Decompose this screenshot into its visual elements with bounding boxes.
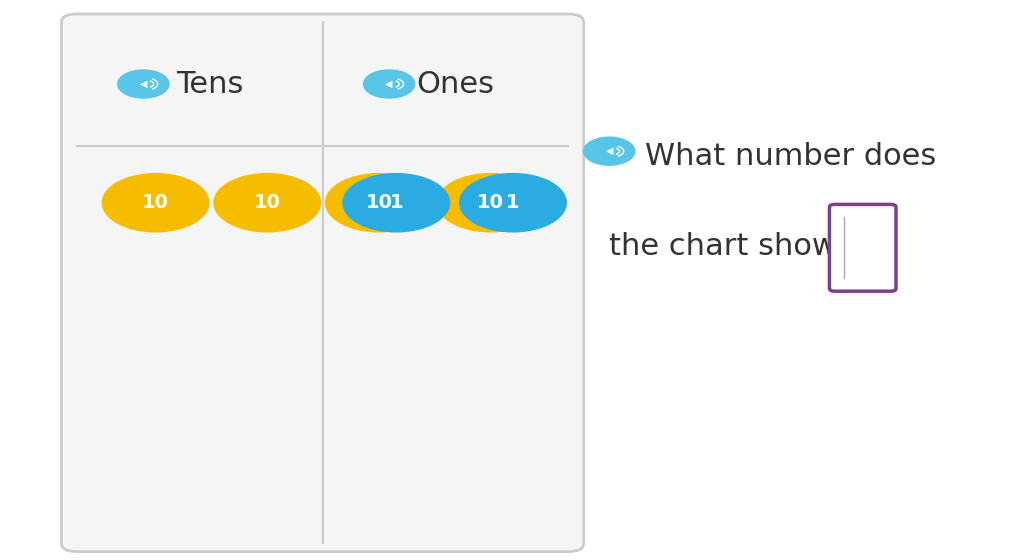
Circle shape (343, 174, 450, 232)
Text: ◀: ◀ (385, 79, 393, 89)
Circle shape (364, 70, 415, 98)
Circle shape (437, 174, 544, 232)
Circle shape (460, 174, 566, 232)
Text: 1: 1 (506, 193, 520, 212)
Text: 10: 10 (142, 193, 169, 212)
Text: Tens: Tens (176, 69, 244, 99)
FancyBboxPatch shape (61, 14, 584, 552)
FancyBboxPatch shape (829, 204, 896, 291)
Text: 1: 1 (389, 193, 403, 212)
Circle shape (214, 174, 321, 232)
Text: ◀: ◀ (605, 146, 613, 156)
Circle shape (102, 174, 209, 232)
Text: Ones: Ones (417, 69, 495, 99)
Text: ◀: ◀ (139, 79, 147, 89)
Circle shape (326, 174, 432, 232)
Text: 10: 10 (477, 193, 504, 212)
Circle shape (118, 70, 169, 98)
Text: What number does: What number does (645, 142, 936, 171)
Text: 10: 10 (366, 193, 392, 212)
Text: the chart show?: the chart show? (609, 232, 853, 261)
Circle shape (584, 137, 635, 165)
Text: 10: 10 (254, 193, 281, 212)
